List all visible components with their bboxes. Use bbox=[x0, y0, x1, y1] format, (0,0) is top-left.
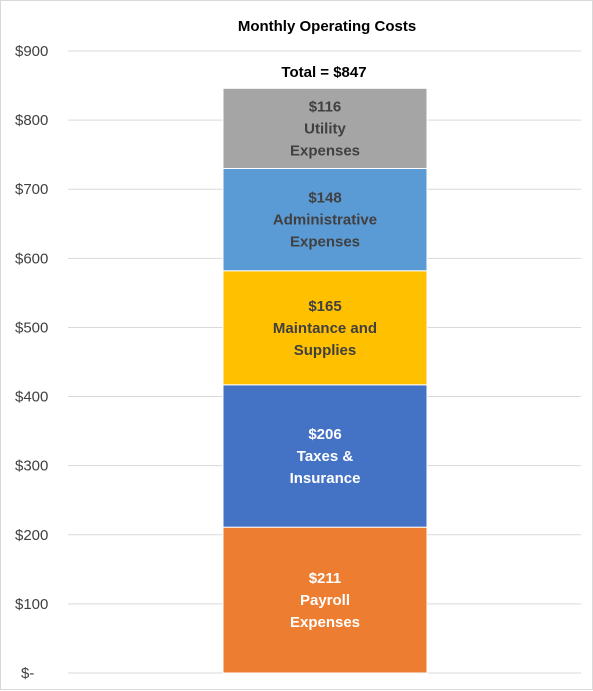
segment-category-label: Supplies bbox=[294, 342, 357, 359]
bar-segment bbox=[222, 384, 428, 528]
segment-value-label: $116 bbox=[309, 98, 342, 115]
segment-category-label: Expenses bbox=[290, 614, 360, 631]
y-tick-label: $700 bbox=[15, 181, 48, 198]
segment-value-label: $165 bbox=[308, 298, 341, 315]
bar-stack: $211 Payroll Expenses $206 Taxes & Insurance $… bbox=[222, 87, 428, 674]
segment-value-label: $211 bbox=[309, 570, 342, 587]
y-tick-label: $200 bbox=[15, 527, 48, 544]
segment-value-label: $206 bbox=[308, 426, 341, 443]
segment-value-label: $148 bbox=[308, 190, 341, 207]
y-tick-label: $- bbox=[21, 665, 34, 682]
bar-segment bbox=[222, 87, 428, 169]
bar-segment bbox=[222, 167, 428, 272]
y-axis: $- $100 $200 $300 $400 $500 $600 $700 $800 $900 bbox=[15, 43, 48, 682]
segment-category-label: Utility bbox=[304, 120, 346, 137]
segment-category-label: Maintance and bbox=[273, 320, 377, 337]
y-tick-label: $900 bbox=[15, 43, 48, 60]
segment-category-label: Payroll bbox=[300, 592, 350, 609]
segment-category-label: Expenses bbox=[290, 142, 360, 159]
bar-segment bbox=[222, 270, 428, 386]
y-tick-label: $400 bbox=[15, 389, 48, 406]
total-label: Total = $847 bbox=[281, 64, 366, 81]
y-tick-label: $800 bbox=[15, 112, 48, 129]
segment-category-label: Insurance bbox=[290, 470, 361, 487]
segment-category-label: Expenses bbox=[290, 234, 360, 251]
segment-category-label: Administrative bbox=[273, 212, 377, 229]
segment-category-label: Taxes & bbox=[297, 448, 354, 465]
y-tick-label: $300 bbox=[15, 458, 48, 475]
y-tick-label: $500 bbox=[15, 319, 48, 336]
y-tick-label: $600 bbox=[15, 250, 48, 267]
chart-title: Monthly Operating Costs bbox=[238, 18, 416, 35]
y-tick-label: $100 bbox=[15, 596, 48, 613]
